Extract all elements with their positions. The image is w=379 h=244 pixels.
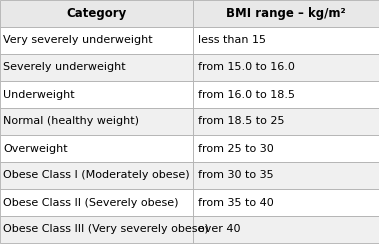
Bar xyxy=(193,54,379,81)
Text: Obese Class II (Severely obese): Obese Class II (Severely obese) xyxy=(3,197,179,207)
Bar xyxy=(0,27,193,54)
Bar xyxy=(193,27,379,54)
Text: from 25 to 30: from 25 to 30 xyxy=(197,143,273,153)
Text: Obese Class I (Moderately obese): Obese Class I (Moderately obese) xyxy=(3,171,190,181)
Bar xyxy=(193,135,379,162)
Text: from 18.5 to 25: from 18.5 to 25 xyxy=(197,116,284,126)
Bar xyxy=(0,54,193,81)
Text: Normal (healthy weight): Normal (healthy weight) xyxy=(3,116,139,126)
Bar xyxy=(0,108,193,135)
Bar xyxy=(193,0,379,27)
Bar xyxy=(193,216,379,243)
Bar xyxy=(0,216,193,243)
Text: from 35 to 40: from 35 to 40 xyxy=(197,197,273,207)
Text: Very severely underweight: Very severely underweight xyxy=(3,35,153,45)
Bar xyxy=(193,189,379,216)
Text: from 16.0 to 18.5: from 16.0 to 18.5 xyxy=(197,90,294,100)
Bar xyxy=(0,189,193,216)
Text: Underweight: Underweight xyxy=(3,90,75,100)
Text: from 30 to 35: from 30 to 35 xyxy=(197,171,273,181)
Text: over 40: over 40 xyxy=(197,224,240,234)
Bar xyxy=(0,135,193,162)
Text: Overweight: Overweight xyxy=(3,143,68,153)
Bar xyxy=(0,162,193,189)
Text: Obese Class III (Very severely obese): Obese Class III (Very severely obese) xyxy=(3,224,209,234)
Bar xyxy=(0,0,193,27)
Text: BMI range – kg/m²: BMI range – kg/m² xyxy=(226,7,346,20)
Text: Severely underweight: Severely underweight xyxy=(3,62,126,72)
Text: Category: Category xyxy=(66,7,127,20)
Bar xyxy=(193,81,379,108)
Text: less than 15: less than 15 xyxy=(197,35,266,45)
Text: from 15.0 to 16.0: from 15.0 to 16.0 xyxy=(197,62,294,72)
Bar xyxy=(193,162,379,189)
Bar xyxy=(193,108,379,135)
Bar xyxy=(0,81,193,108)
